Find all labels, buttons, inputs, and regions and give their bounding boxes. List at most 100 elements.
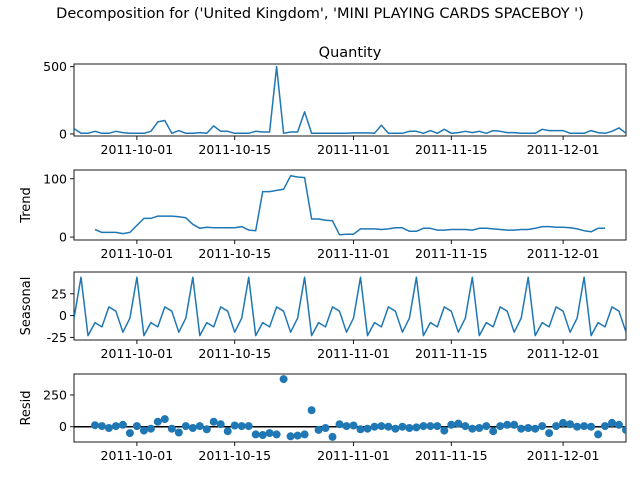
- resid-point: [335, 420, 344, 429]
- resid-point: [272, 430, 281, 439]
- y-tick-label: 0: [59, 419, 67, 434]
- x-tick-label: 2011-10-01: [101, 142, 174, 157]
- resid-point: [237, 422, 246, 431]
- axes-frame-resid: [73, 373, 627, 443]
- resid-point: [251, 430, 260, 439]
- resid-point: [503, 420, 512, 429]
- resid-point: [188, 424, 197, 432]
- resid-point: [594, 430, 603, 439]
- resid-point: [475, 424, 484, 432]
- y-tick-label: 500: [43, 59, 67, 74]
- resid-point: [293, 431, 302, 440]
- series-line-trend: [94, 175, 605, 236]
- resid-point: [468, 424, 477, 433]
- resid-point: [482, 422, 491, 431]
- resid-point: [153, 417, 162, 426]
- resid-point: [566, 420, 575, 429]
- panel-title-observed: Quantity: [319, 45, 382, 61]
- resid-point: [195, 422, 204, 431]
- resid-point: [209, 417, 218, 426]
- resid-point: [223, 427, 232, 436]
- resid-point: [91, 421, 99, 430]
- resid-point: [552, 422, 561, 431]
- axes-frame-trend: [73, 169, 627, 241]
- resid-point: [454, 419, 463, 428]
- resid-point: [587, 422, 596, 431]
- resid-point: [307, 406, 316, 415]
- resid-point: [531, 424, 540, 433]
- axes-frame-observed: [73, 63, 627, 137]
- resid-point: [160, 415, 169, 424]
- resid-point: [258, 431, 267, 439]
- resid-point: [118, 420, 127, 429]
- resid-point: [391, 424, 400, 433]
- resid-point: [230, 421, 239, 430]
- y-axis-label-seasonal: Seasonal: [19, 277, 34, 336]
- x-tick-label: 2011-10-15: [198, 346, 271, 361]
- x-tick-label: 2011-10-01: [101, 246, 174, 261]
- x-tick-label: 2011-11-01: [317, 448, 390, 463]
- resid-point: [342, 422, 351, 431]
- series-line-observed: [74, 65, 626, 135]
- resid-point: [328, 432, 337, 441]
- resid-point: [300, 430, 309, 439]
- resid-point: [489, 427, 498, 436]
- resid-point: [181, 422, 190, 431]
- resid-point: [97, 422, 106, 431]
- x-tick-label: 2011-11-01: [317, 346, 390, 361]
- resid-point: [412, 423, 421, 432]
- y-tick-label: 250: [43, 387, 67, 402]
- resid-point: [433, 422, 442, 431]
- x-tick-label: 2011-12-01: [527, 448, 600, 463]
- resid-point: [580, 422, 589, 431]
- resid-point: [279, 375, 288, 384]
- x-tick-label: 2011-10-15: [198, 448, 271, 463]
- resid-point: [146, 424, 155, 433]
- resid-point: [524, 424, 533, 432]
- resid-point: [314, 425, 323, 434]
- resid-point: [517, 424, 526, 433]
- x-tick-label: 2011-12-01: [527, 142, 600, 157]
- resid-point: [447, 420, 456, 429]
- resid-point: [216, 420, 225, 429]
- resid-point: [545, 429, 554, 438]
- resid-point: [377, 422, 386, 431]
- resid-point: [419, 422, 428, 431]
- resid-point: [440, 426, 449, 435]
- resid-point: [104, 424, 113, 432]
- resid-point: [111, 422, 120, 431]
- y-tick-label: 0: [59, 126, 67, 141]
- resid-point: [174, 428, 183, 437]
- resid-point: [202, 425, 211, 434]
- resid-point: [622, 425, 626, 434]
- y-tick-label: 0: [59, 308, 67, 323]
- y-tick-label: 100: [43, 171, 67, 186]
- x-tick-label: 2011-11-01: [317, 246, 390, 261]
- resid-point: [384, 422, 393, 431]
- resid-point: [139, 426, 148, 435]
- x-tick-label: 2011-11-15: [415, 448, 488, 463]
- resid-point: [321, 424, 330, 432]
- resid-point: [398, 422, 407, 431]
- resid-point: [615, 420, 623, 429]
- resid-point: [496, 422, 505, 431]
- x-tick-label: 2011-11-15: [415, 142, 488, 157]
- x-tick-label: 2011-10-01: [101, 448, 174, 463]
- series-line-seasonal: [74, 276, 626, 337]
- resid-point: [461, 422, 470, 431]
- y-tick-label: 25: [51, 286, 67, 301]
- x-tick-label: 2011-12-01: [527, 246, 600, 261]
- resid-point: [265, 429, 274, 438]
- resid-point: [426, 422, 435, 431]
- x-tick-label: 2011-11-15: [415, 246, 488, 261]
- resid-point: [405, 424, 414, 432]
- x-tick-label: 2011-10-15: [198, 246, 271, 261]
- y-axis-label-resid: Resid: [19, 390, 34, 425]
- resid-point: [538, 422, 547, 431]
- resid-point: [349, 421, 358, 430]
- resid-point: [370, 422, 379, 431]
- x-tick-label: 2011-10-01: [101, 346, 174, 361]
- resid-point: [573, 422, 582, 431]
- axes-frame-seasonal: [73, 271, 627, 341]
- resid-point: [363, 424, 372, 433]
